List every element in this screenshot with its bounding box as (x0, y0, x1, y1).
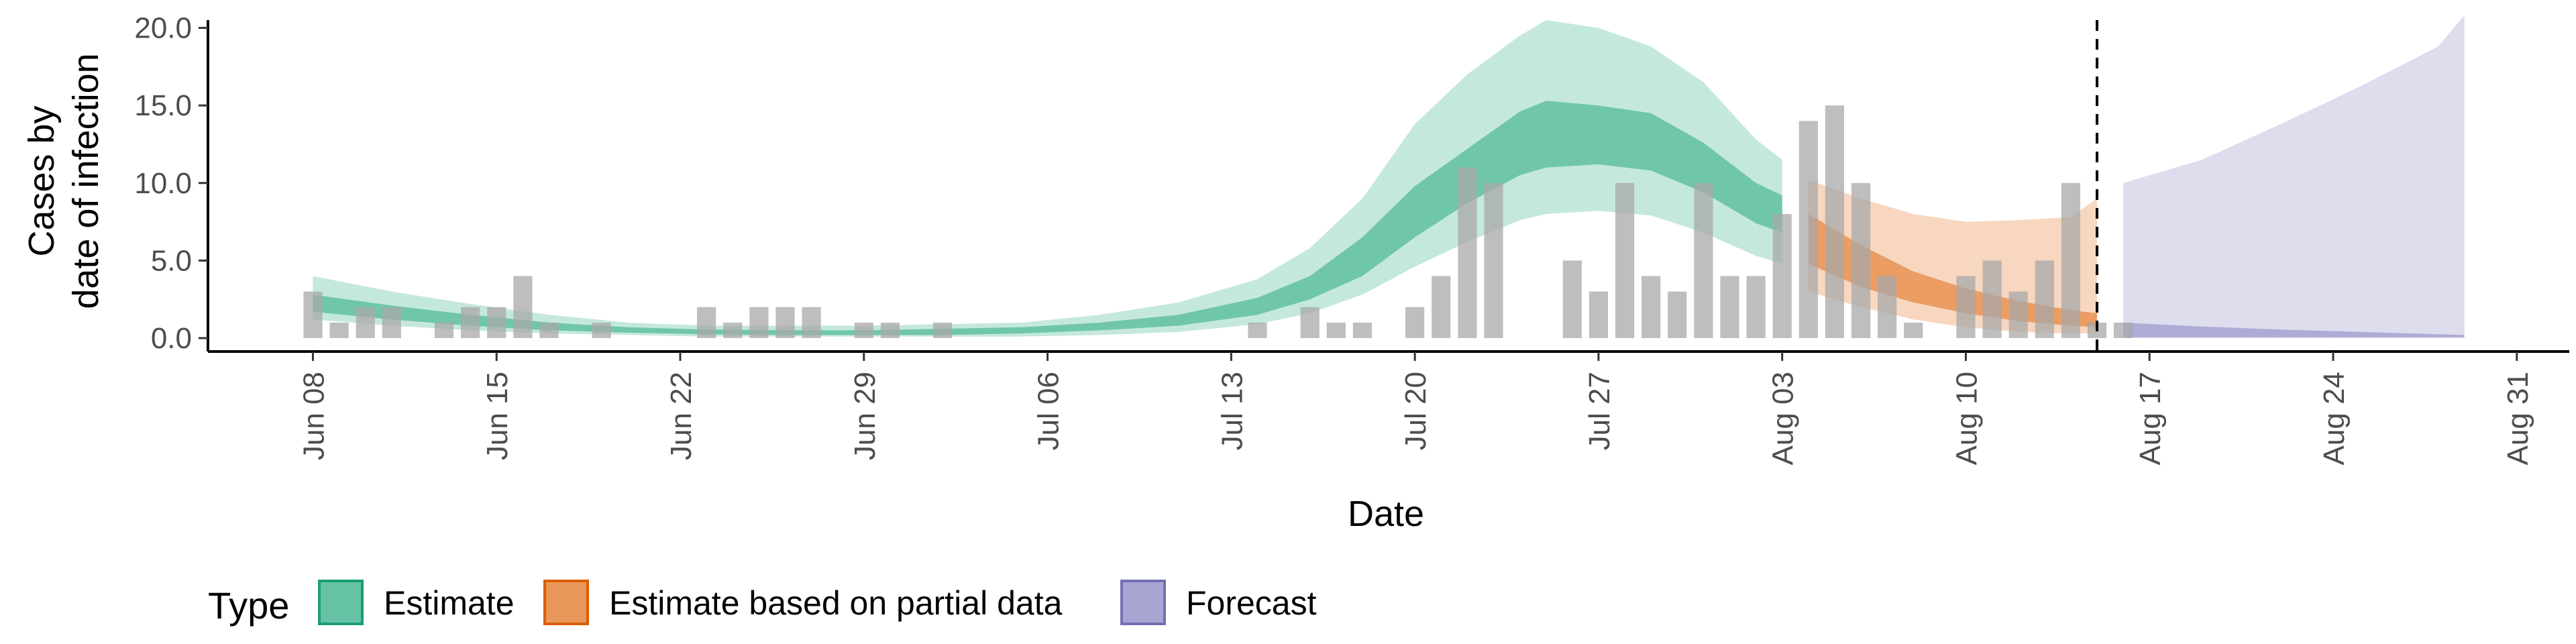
case-bar (2061, 182, 2080, 338)
case-bar (1851, 182, 1871, 338)
case-bar (723, 322, 743, 338)
x-tick-label: Jul 27 (1583, 372, 1616, 450)
x-tick-label: Jun 22 (665, 372, 698, 460)
y-tick-label: 15.0 (134, 89, 192, 122)
case-bar (802, 307, 821, 338)
case-bar (1432, 276, 1451, 338)
case-bar (2008, 291, 2028, 338)
legend-label-estimate-based-on-partial-data: Estimate based on partial data (609, 584, 1063, 622)
case-bar (1405, 307, 1425, 338)
case-bar (1458, 167, 1477, 338)
case-bar (303, 291, 323, 338)
case-bar (1589, 291, 1608, 338)
case-bar (329, 322, 349, 338)
case-bar (1878, 276, 1897, 338)
case-bar (461, 307, 480, 338)
case-bar (749, 307, 769, 338)
case-bar (434, 322, 454, 338)
y-tick-label: 10.0 (134, 167, 192, 200)
case-bar (1562, 260, 1582, 338)
case-bar (933, 322, 953, 338)
y-axis-title-line-1: Cases by (21, 105, 62, 256)
legend-label-forecast: Forecast (1186, 584, 1317, 622)
x-tick-label: Aug 10 (1950, 372, 1983, 465)
legend-swatch-forecast (1120, 580, 1166, 625)
case-bar (1668, 291, 1687, 338)
case-bar (1615, 182, 1635, 338)
legend: Type Estimate Estimate based on partial da… (208, 580, 1317, 627)
x-tick-label: Aug 17 (2134, 372, 2167, 465)
axes: 0.0 5.0 10.0 15.0 20.0 Jun 08 Jun 15 Jun 22 Jun … (134, 12, 2569, 465)
case-bar (1982, 260, 2002, 338)
case-bar (539, 322, 559, 338)
y-tick-label: 5.0 (151, 244, 192, 277)
observed-case-bars (303, 105, 2133, 339)
case-bar (1352, 322, 1372, 338)
forecast-50-band (2123, 322, 2465, 337)
case-bar (1956, 276, 1976, 338)
x-tick-label: Aug 31 (2502, 372, 2534, 465)
case-bar (2114, 322, 2133, 338)
case-bar (697, 307, 716, 338)
x-tick-label: Aug 03 (1767, 372, 1800, 465)
x-tick-label: Aug 24 (2318, 372, 2351, 465)
x-tick-label: Jul 13 (1216, 372, 1248, 450)
case-bar (854, 322, 873, 338)
case-bar (1799, 121, 1818, 339)
case-bar (513, 276, 533, 338)
case-bar (1825, 105, 1844, 338)
x-tick-label: Jun 29 (849, 372, 881, 460)
case-bar (382, 307, 401, 338)
case-bar (1772, 214, 1792, 338)
y-axis-title-line-2: date of infection (66, 53, 106, 309)
case-bar (880, 322, 900, 338)
case-bar (356, 307, 375, 338)
legend-swatch-estimate (318, 580, 364, 625)
legend-swatch-estimate-based-on-partial-data (543, 580, 589, 625)
case-bar (1326, 322, 1346, 338)
case-bar (1720, 276, 1739, 338)
y-tick-label: 20.0 (134, 12, 192, 45)
legend-label-estimate: Estimate (384, 584, 515, 622)
case-bar (592, 322, 611, 338)
estimate-50-band (313, 101, 1782, 335)
x-tick-label: Jul 06 (1032, 372, 1065, 450)
case-bar (1694, 182, 1713, 338)
case-bar (1642, 276, 1661, 338)
case-bar (2035, 260, 2054, 338)
x-tick-label: Jun 15 (481, 372, 514, 460)
case-bar (775, 307, 795, 338)
estimate-bands (313, 15, 2465, 338)
case-bar (1484, 182, 1503, 338)
forecast-90-band (2123, 15, 2465, 338)
case-bar (1248, 322, 1267, 338)
legend-title: Type (208, 584, 289, 627)
x-tick-label: Jun 08 (297, 372, 330, 460)
x-axis-title: Date (1348, 494, 1424, 534)
case-bar (487, 307, 506, 338)
x-tick-label: Jul 20 (1399, 372, 1432, 450)
case-bar (1904, 322, 1923, 338)
y-tick-label: 0.0 (151, 322, 192, 355)
case-bar (1746, 276, 1766, 338)
case-bar (1300, 307, 1320, 338)
estimate-90-band (313, 20, 1782, 337)
